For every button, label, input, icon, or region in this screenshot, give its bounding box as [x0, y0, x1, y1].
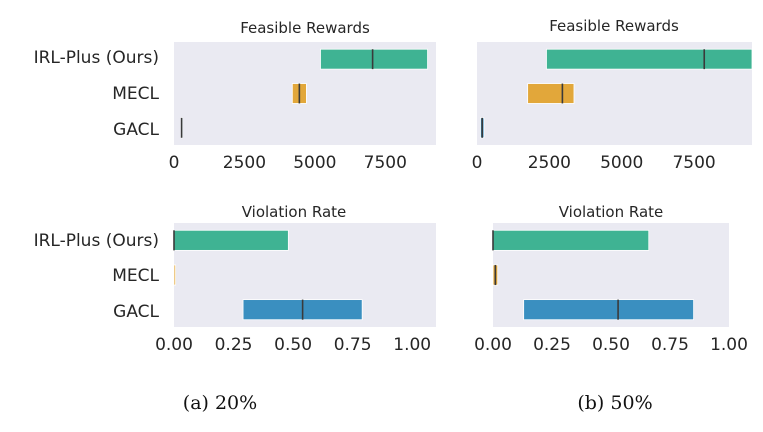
bar-mecl — [173, 264, 177, 286]
chart-title: Violation Rate — [242, 203, 347, 221]
panel-b-feasible-rewards: Feasible Rewards 0 2500 5000 7500 — [472, 17, 753, 173]
y-tick-label: MECL — [112, 266, 159, 286]
x-tick-label: 0 — [472, 153, 483, 173]
y-tick-label: IRL-Plus (Ours) — [34, 231, 159, 251]
x-tick-label: 1.00 — [393, 335, 431, 355]
bar-irl-plus-ours — [173, 229, 289, 251]
caption-b: (b) 50% — [577, 392, 652, 414]
x-axis: 0.00 0.25 0.50 0.75 1.00 — [155, 335, 431, 355]
x-tick-label: 0.00 — [474, 335, 512, 355]
bars — [173, 229, 363, 321]
bar-gacl — [523, 299, 694, 321]
bars — [180, 48, 428, 139]
x-tick-label: 0.75 — [334, 335, 372, 355]
x-tick-label: 0 — [169, 153, 180, 173]
panel-a-feasible-rewards: Feasible Rewards IRL-Plus (Ours) MECL GA… — [34, 19, 436, 173]
panel-a-violation-rate: Violation Rate IRL-Plus (Ours) MECL GACL… — [34, 203, 436, 355]
bars — [480, 48, 753, 139]
y-tick-label: IRL-Plus (Ours) — [34, 48, 159, 68]
x-tick-label: 0.50 — [274, 335, 312, 355]
bar-irl-plus-ours — [546, 48, 753, 70]
x-axis: 0 2500 5000 7500 — [472, 153, 716, 173]
x-tick-label: 2500 — [223, 153, 266, 173]
x-tick-label: 0.25 — [215, 335, 253, 355]
y-axis: IRL-Plus (Ours) MECL GACL — [34, 231, 160, 322]
x-tick-label: 1.00 — [710, 335, 748, 355]
caption-a: (a) 20% — [183, 392, 257, 414]
chart-title: Feasible Rewards — [240, 19, 370, 37]
x-tick-label: 7500 — [364, 153, 407, 173]
x-tick-label: 5000 — [600, 153, 643, 173]
x-tick-label: 0.75 — [651, 335, 689, 355]
chart-title: Violation Rate — [559, 203, 664, 221]
panel-b-violation-rate: Violation Rate 0.00 0.25 0.50 0.75 1.00 — [474, 203, 748, 355]
bar-mecl — [527, 83, 575, 104]
y-axis: IRL-Plus (Ours) MECL GACL — [34, 48, 160, 140]
bars — [492, 229, 694, 321]
x-tick-label: 7500 — [672, 153, 715, 173]
x-tick-label: 0.25 — [533, 335, 571, 355]
bar-irl-plus-ours — [320, 48, 428, 70]
x-axis: 0 2500 5000 7500 — [169, 153, 407, 173]
x-tick-label: 0.50 — [592, 335, 630, 355]
x-axis: 0.00 0.25 0.50 0.75 1.00 — [474, 335, 748, 355]
x-tick-label: 2500 — [528, 153, 571, 173]
bar-irl-plus-ours — [492, 229, 650, 251]
y-tick-label: GACL — [113, 120, 159, 140]
x-tick-label: 0.00 — [155, 335, 193, 355]
y-tick-label: MECL — [112, 84, 159, 104]
x-tick-label: 5000 — [293, 153, 336, 173]
y-tick-label: GACL — [113, 302, 159, 322]
chart-title: Feasible Rewards — [549, 17, 679, 35]
